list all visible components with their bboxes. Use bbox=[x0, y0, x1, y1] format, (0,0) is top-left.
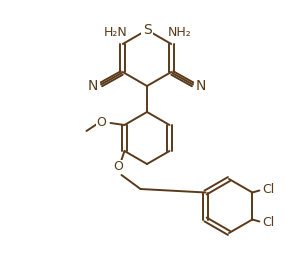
Text: S: S bbox=[143, 23, 151, 37]
Text: O: O bbox=[113, 161, 123, 174]
Text: N: N bbox=[196, 78, 206, 92]
Text: H₂N: H₂N bbox=[104, 25, 128, 38]
Text: N: N bbox=[88, 78, 98, 92]
Text: O: O bbox=[96, 115, 106, 129]
Text: Cl: Cl bbox=[262, 183, 275, 196]
Text: NH₂: NH₂ bbox=[167, 25, 191, 38]
Text: Cl: Cl bbox=[262, 216, 275, 229]
